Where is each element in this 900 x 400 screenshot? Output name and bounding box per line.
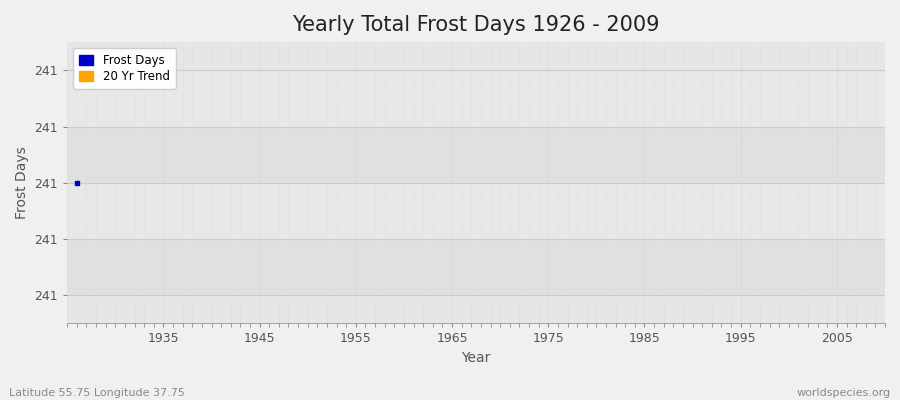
Bar (68, 239, 885, 295)
Bar (68, 126, 885, 183)
Bar (68, 70, 885, 126)
Y-axis label: Frost Days: Frost Days (15, 146, 29, 219)
Title: Yearly Total Frost Days 1926 - 2009: Yearly Total Frost Days 1926 - 2009 (292, 15, 660, 35)
Text: worldspecies.org: worldspecies.org (796, 388, 891, 398)
Bar (68, 183, 885, 239)
Text: Latitude 55.75 Longitude 37.75: Latitude 55.75 Longitude 37.75 (9, 388, 184, 398)
X-axis label: Year: Year (462, 351, 490, 365)
Legend: Frost Days, 20 Yr Trend: Frost Days, 20 Yr Trend (73, 48, 176, 89)
